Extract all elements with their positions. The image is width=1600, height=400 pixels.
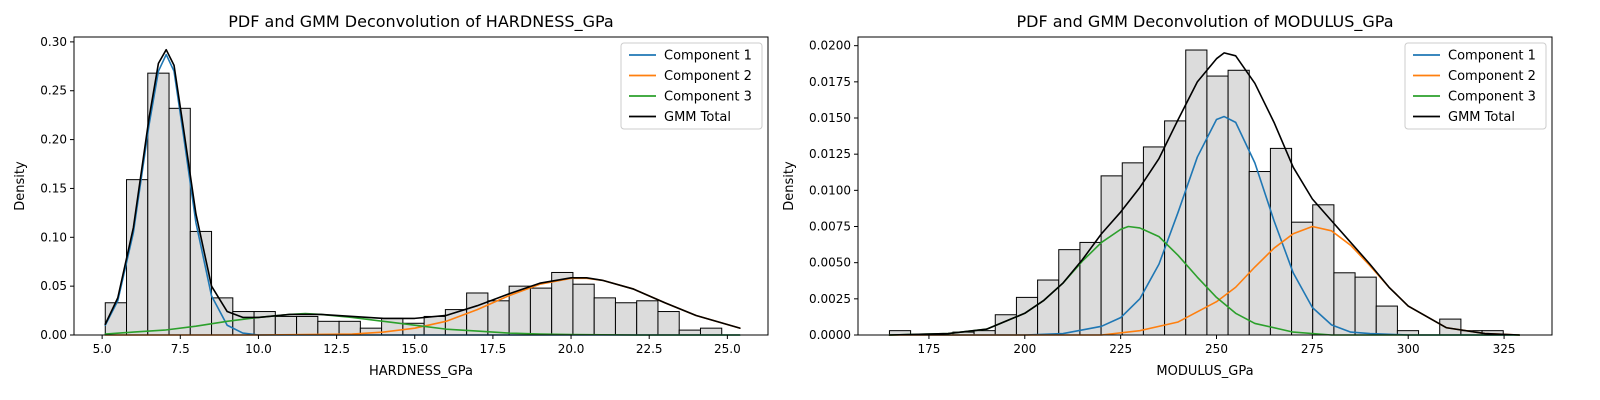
- hardness-series-gmm-total: [104, 48, 741, 329]
- hardness-y-tick-label: 0.10: [40, 230, 67, 244]
- modulus-y-tick-label: 0.0150: [809, 111, 851, 125]
- modulus-histogram-bar: [1037, 279, 1060, 336]
- hardness-legend-label-component-2: Component 2: [664, 69, 752, 84]
- hardness-y-tick-label: 0.15: [40, 181, 67, 195]
- hardness-axes-frame: [73, 36, 769, 336]
- modulus-histogram-bar: [1312, 204, 1335, 336]
- modulus-y-tick-label: 0.0200: [809, 39, 851, 53]
- hardness-y-tick-label: 0.00: [40, 328, 67, 342]
- modulus-histogram-bar: [1439, 318, 1462, 336]
- modulus-chart: 175 200 225 250 275 300 325 0.0000 0.0025 0.0050 0…: [782, 12, 1553, 379]
- modulus-series-gmm-total: [888, 52, 1521, 336]
- modulus-histogram-bar: [1079, 241, 1102, 336]
- modulus-histogram-bar: [1142, 146, 1166, 336]
- modulus-histogram-bar: [1121, 162, 1144, 336]
- modulus-histogram-bar: [1058, 249, 1081, 336]
- modulus-y-tick-label: 0.0175: [809, 75, 851, 89]
- hardness-histogram-bar: [636, 300, 659, 336]
- modulus-y-axis-label: Density: [782, 161, 797, 211]
- modulus-y-tick-label: 0.0025: [809, 292, 851, 306]
- modulus-x-axis-label: MODULUS_GPa: [1156, 364, 1253, 379]
- modulus-axes-frame: [857, 36, 1553, 336]
- modulus-legend-label-component-1: Component 1: [1448, 49, 1536, 64]
- modulus-chart-title: PDF and GMM Deconvolution of MODULUS_GPa: [1016, 12, 1393, 32]
- hardness-histogram-bar: [699, 327, 723, 336]
- hardness-histogram-bar: [657, 311, 680, 336]
- hardness-histogram-bar: [614, 302, 638, 336]
- modulus-histogram-bar: [1291, 221, 1314, 336]
- hardness-chart: 5.0 7.5 10.0 12.5 15.0 17.5 20.0 22.5 25.0 0.00 0.…: [13, 12, 769, 379]
- modulus-y-tick-label: 0.0050: [809, 256, 851, 270]
- hardness-histogram-bar: [296, 315, 319, 336]
- hardness-legend-box: [620, 42, 763, 130]
- hardness-y-tick-label: 0.05: [40, 279, 67, 293]
- modulus-y-tick-label: 0.0000: [809, 328, 851, 342]
- modulus-histogram-bar: [1248, 171, 1271, 336]
- hardness-histogram-bar: [317, 320, 340, 336]
- hardness-histogram-bar: [487, 300, 510, 336]
- hardness-legend: Component 1 Component 2 Component 3 GMM Tot…: [620, 42, 763, 130]
- hardness-x-tick-label: 22.5: [636, 342, 663, 356]
- modulus-y-tick-label: 0.0100: [809, 183, 851, 197]
- modulus-legend-box: [1404, 42, 1547, 130]
- hardness-chart-title: PDF and GMM Deconvolution of HARDNESS_GP…: [228, 12, 613, 32]
- hardness-legend-label-component-1: Component 1: [664, 49, 752, 64]
- modulus-histogram-bar: [1375, 305, 1398, 336]
- hardness-histogram-bar: [274, 315, 298, 336]
- hardness-y-axis-label: Density: [13, 161, 28, 211]
- modulus-series-component-1: [888, 115, 1521, 336]
- modulus-x-tick-label: 250: [1205, 342, 1228, 356]
- hardness-y-tick-label: 0.20: [40, 133, 67, 147]
- hardness-x-tick-label: 10.0: [245, 342, 272, 356]
- hardness-series-component-3: [104, 312, 741, 336]
- modulus-legend-label-gmm-total: GMM Total: [1448, 110, 1515, 125]
- hardness-x-tick-label: 12.5: [323, 342, 350, 356]
- modulus-x-tick-label: 300: [1397, 342, 1420, 356]
- hardness-histogram-bar: [466, 292, 489, 336]
- hardness-x-tick-label: 15.0: [401, 342, 428, 356]
- modulus-legend-label-component-2: Component 2: [1448, 69, 1536, 84]
- hardness-histogram-bar: [572, 283, 595, 336]
- hardness-x-tick-label: 25.0: [714, 342, 741, 356]
- modulus-histogram-bar: [1185, 49, 1208, 336]
- modulus-x-tick-label: 175: [917, 342, 940, 356]
- hardness-histogram-bar: [444, 309, 468, 336]
- modulus-histogram: [888, 49, 1504, 336]
- modulus-x-tick-label: 325: [1493, 342, 1516, 356]
- hardness-histogram-bar: [253, 311, 276, 336]
- hardness-histogram-bar: [168, 107, 191, 336]
- modulus-histogram-bar: [1164, 120, 1187, 336]
- modulus-histogram-bar: [1333, 272, 1356, 336]
- hardness-x-tick-label: 5.0: [93, 342, 112, 356]
- modulus-y-tick-label: 0.0125: [809, 147, 851, 161]
- modulus-x-tick-label: 225: [1109, 342, 1132, 356]
- hardness-x-tick-label: 17.5: [480, 342, 507, 356]
- modulus-histogram-bar: [1227, 69, 1250, 336]
- hardness-x-tick-label: 7.5: [171, 342, 190, 356]
- modulus-legend-label-component-3: Component 3: [1448, 90, 1536, 105]
- hardness-histogram-bar: [529, 287, 553, 336]
- hardness-histogram-bar: [593, 297, 616, 336]
- hardness-legend-label-gmm-total: GMM Total: [664, 110, 731, 125]
- modulus-y-tick-label: 0.0075: [809, 220, 851, 234]
- hardness-legend-label-component-3: Component 3: [664, 90, 752, 105]
- modulus-histogram-bar: [1354, 276, 1377, 336]
- hardness-y-tick-label: 0.25: [40, 84, 67, 98]
- hardness-y-tick-label: 0.30: [40, 35, 67, 49]
- modulus-x-tick-label: 275: [1301, 342, 1324, 356]
- hardness-x-axis-label: HARDNESS_GPa: [369, 364, 473, 379]
- modulus-x-tick-label: 200: [1013, 342, 1036, 356]
- modulus-legend: Component 1 Component 2 Component 3 GMM Tot…: [1404, 42, 1547, 130]
- modulus-histogram-bar: [1100, 175, 1123, 336]
- hardness-x-tick-label: 20.0: [558, 342, 585, 356]
